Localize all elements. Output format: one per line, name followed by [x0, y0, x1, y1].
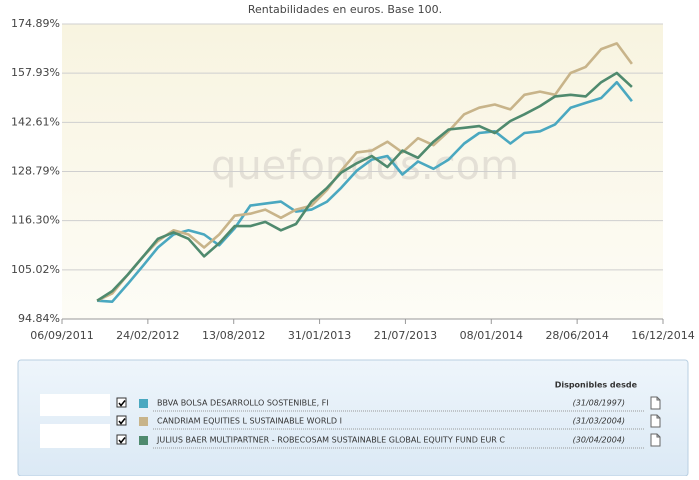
y-tick-label: 116.30%: [11, 214, 60, 227]
chart-title: Rentabilidades en euros. Base 100.: [248, 3, 442, 16]
x-tick-label: 21/07/2013: [374, 329, 437, 342]
series-line: [96, 42, 633, 302]
x-tick-label: 31/01/2013: [288, 329, 351, 342]
y-tick-label: 174.89%: [11, 17, 60, 30]
x-tick-label: 28/06/2014: [545, 329, 608, 342]
legend-header: Disponibles desde: [555, 381, 638, 390]
series-line: [97, 80, 633, 303]
legend-swatch: [139, 417, 148, 426]
legend-date: (31/08/1997): [573, 399, 625, 408]
series-line: [96, 71, 633, 302]
legend-check: [118, 437, 126, 444]
x-tick-label: 16/12/2014: [631, 329, 694, 342]
legend-checkbox[interactable]: [116, 415, 127, 426]
x-tick-label: 13/08/2012: [202, 329, 265, 342]
legend-checkbox[interactable]: [116, 434, 127, 445]
legend-swatch: [139, 399, 148, 408]
y-tick-label: 94.84%: [18, 312, 60, 325]
legend-check: [118, 400, 126, 407]
document-icon[interactable]: [650, 414, 661, 428]
x-tick-label: 08/01/2014: [460, 329, 523, 342]
legend-date: (30/04/2004): [573, 436, 625, 445]
y-tick-label: 128.79%: [11, 164, 60, 177]
y-tick-label: 157.93%: [11, 66, 60, 79]
legend-check: [118, 418, 126, 425]
legend-blank: [40, 424, 110, 448]
legend-swatch: [139, 436, 148, 445]
x-tick-label: 24/02/2012: [116, 329, 179, 342]
y-tick-label: 142.61%: [11, 115, 60, 128]
document-icon[interactable]: [650, 433, 661, 447]
y-tick-label: 105.02%: [11, 263, 60, 276]
legend-blank: [40, 394, 110, 416]
document-icon[interactable]: [650, 396, 661, 410]
x-tick-label: 06/09/2011: [30, 329, 93, 342]
legend-date: (31/03/2004): [573, 417, 625, 426]
legend-label: JULIUS BAER MULTIPARTNER - ROBECOSAM SUS…: [156, 436, 505, 445]
legend-label: BBVA BOLSA DESARROLLO SOSTENIBLE, FI: [157, 399, 329, 408]
legend-checkbox[interactable]: [116, 397, 127, 408]
legend-label: CANDRIAM EQUITIES L SUSTAINABLE WORLD I: [157, 417, 342, 426]
